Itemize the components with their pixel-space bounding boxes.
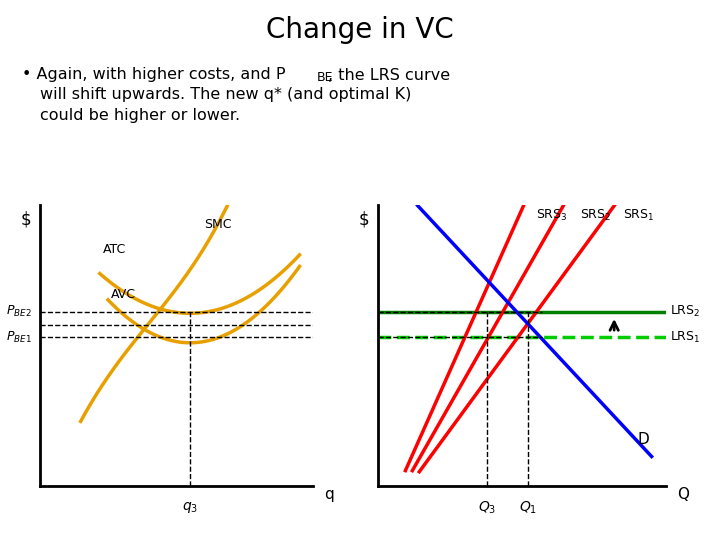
Text: LRS$_1$: LRS$_1$	[670, 329, 701, 345]
Text: $: $	[21, 211, 31, 229]
Text: , the LRS curve: , the LRS curve	[328, 68, 450, 83]
Text: $P_{BE1}$: $P_{BE1}$	[6, 329, 32, 345]
Text: q: q	[324, 487, 334, 502]
Text: $Q_3$: $Q_3$	[478, 500, 497, 516]
Text: SMC: SMC	[204, 218, 231, 231]
Text: could be higher or lower.: could be higher or lower.	[40, 108, 240, 123]
Text: will shift upwards. The new q* (and optimal K): will shift upwards. The new q* (and opti…	[40, 87, 411, 103]
Text: LRS$_2$: LRS$_2$	[670, 305, 701, 320]
Text: $Q_1$: $Q_1$	[518, 500, 537, 516]
Text: SRS$_2$: SRS$_2$	[580, 208, 611, 224]
Text: Q: Q	[678, 487, 690, 502]
Text: $P_{BE2}$: $P_{BE2}$	[6, 305, 32, 320]
Text: D: D	[637, 432, 649, 447]
Text: BE: BE	[317, 71, 333, 84]
Text: $q_3$: $q_3$	[182, 500, 198, 515]
Text: SRS$_3$: SRS$_3$	[536, 208, 568, 224]
Text: Change in VC: Change in VC	[266, 16, 454, 44]
Text: • Again, with higher costs, and P: • Again, with higher costs, and P	[22, 68, 285, 83]
Text: SRS$_1$: SRS$_1$	[623, 208, 654, 224]
Text: AVC: AVC	[111, 288, 136, 301]
Text: ATC: ATC	[102, 243, 126, 256]
Text: $: $	[359, 211, 369, 229]
